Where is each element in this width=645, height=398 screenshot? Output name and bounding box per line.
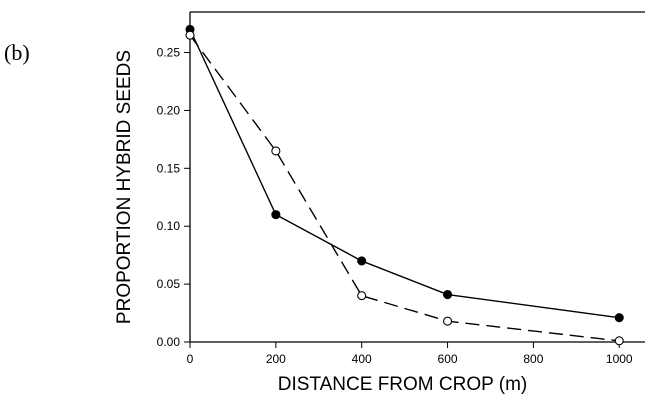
y-tick-label: 0.20 (157, 103, 181, 117)
plot-frame (189, 11, 645, 343)
open-circle-point (185, 30, 195, 40)
y-axis-title: PROPORTION HYBRID SEEDS (114, 50, 135, 324)
open-circle-point (442, 316, 453, 326)
filled-circle-point (442, 289, 453, 300)
x-tick-label: 1000 (606, 352, 633, 366)
dashed-series-line (189, 34, 620, 342)
y-axis: 0.00 0.05 0.10 0.15 0.20 0.25 (157, 46, 190, 349)
filled-circle-point (614, 313, 624, 323)
x-tick-label: 200 (266, 352, 286, 366)
series-group (185, 24, 624, 346)
panel-label: (b) (4, 40, 30, 65)
open-circle-point (271, 146, 281, 156)
x-tick-label: 600 (438, 352, 458, 366)
y-tick-label: 0.05 (157, 277, 181, 291)
x-tick-label: 0 (187, 352, 194, 366)
y-tick-label: 0.00 (157, 335, 181, 349)
open-circle-point (614, 336, 624, 346)
filled-circle-point (357, 256, 367, 266)
x-tick-label: 400 (352, 352, 372, 366)
y-tick-label: 0.10 (157, 219, 181, 233)
x-tick-label: 800 (523, 352, 543, 366)
y-tick-label: 0.25 (157, 46, 181, 60)
x-axis-title: DISTANCE FROM CROP (m) (278, 374, 527, 395)
solid-series-line (189, 29, 620, 319)
y-tick-label: 0.15 (157, 161, 181, 175)
x-axis: 0 200 400 600 800 1000 (187, 342, 633, 366)
open-circle-point (357, 291, 367, 301)
filled-circle-point (271, 210, 281, 220)
